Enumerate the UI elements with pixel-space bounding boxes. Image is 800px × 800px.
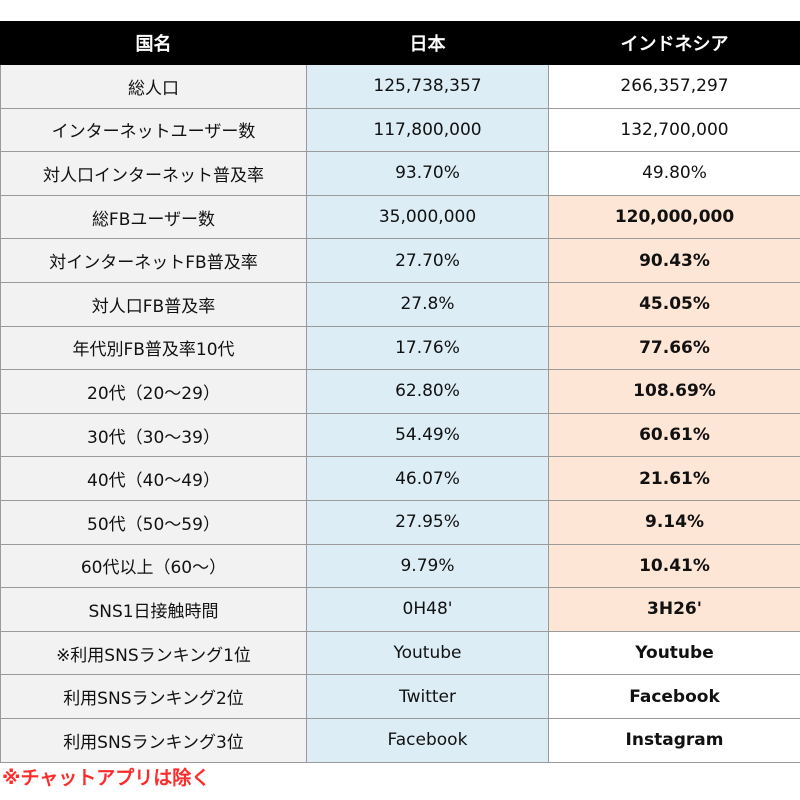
indonesia-value-highlighted: 45.05% [548,281,800,327]
row-label: 総人口 [0,64,307,109]
indonesia-value-highlighted: 108.69% [548,369,800,414]
row-label: ※利用SNSランキング1位 [0,630,307,676]
table-row: インターネットユーザー数 117,800,000 132,700,000 [0,107,800,153]
indonesia-value-highlighted: 10.41% [548,543,800,589]
row-label: 60代以上（60～） [0,543,307,589]
table-row: 30代（30～39） 54.49% 60.61% [0,412,800,458]
row-label: インターネットユーザー数 [0,107,307,153]
japan-value: 35,000,000 [306,194,549,240]
table-row: 60代以上（60～） 9.79% 10.41% [0,543,800,589]
japan-value: 27.8% [306,281,549,327]
header-indonesia: インドネシア [548,21,800,65]
indonesia-value-highlighted: 77.66% [548,325,800,371]
indonesia-value-highlighted: 120,000,000 [548,194,800,240]
table-row: ※利用SNSランキング1位 Youtube Youtube [0,630,800,676]
indonesia-value: Facebook [548,674,800,719]
japan-value: Youtube [306,630,549,676]
table-row: 50代（50～59） 27.95% 9.14% [0,499,800,545]
indonesia-value-highlighted: 90.43% [548,238,800,283]
japan-value: 125,738,357 [306,64,549,109]
japan-value: 27.70% [306,238,549,283]
row-label: 総FBユーザー数 [0,194,307,240]
table-row: 総FBユーザー数 35,000,000 120,000,000 [0,194,800,240]
japan-value: 54.49% [306,412,549,458]
header-japan: 日本 [306,21,549,65]
row-label: 年代別FB普及率10代 [0,325,307,371]
table-row: 20代（20～29） 62.80% 108.69% [0,369,800,414]
table-row: 対インターネットFB普及率 27.70% 90.43% [0,238,800,283]
japan-value: Facebook [306,717,549,763]
indonesia-value-highlighted: 60.61% [548,412,800,458]
table-row: 利用SNSランキング2位 Twitter Facebook [0,674,800,719]
table-row: 40代（40～49） 46.07% 21.61% [0,456,800,501]
comparison-table: 国名 日本 インドネシア 総人口 125,738,357 266,357,297… [0,21,800,763]
japan-value: 0H48' [306,587,549,632]
indonesia-value-highlighted: 21.61% [548,456,800,501]
indonesia-value: Youtube [548,630,800,676]
japan-value: 27.95% [306,499,549,545]
indonesia-value: Instagram [548,717,800,763]
japan-value: 17.76% [306,325,549,371]
indonesia-value: 132,700,000 [548,107,800,153]
japan-value: 46.07% [306,456,549,501]
row-label: SNS1日接触時間 [0,587,307,632]
japan-value: 117,800,000 [306,107,549,153]
header-country-name: 国名 [0,21,307,65]
row-label: 30代（30～39） [0,412,307,458]
table-header-row: 国名 日本 インドネシア [0,21,800,65]
row-label: 対人口FB普及率 [0,281,307,327]
row-label: 利用SNSランキング3位 [0,717,307,763]
table-row: 対人口FB普及率 27.8% 45.05% [0,281,800,327]
japan-value: 9.79% [306,543,549,589]
japan-value: Twitter [306,674,549,719]
table-row: 利用SNSランキング3位 Facebook Instagram [0,717,800,763]
japan-value: 93.70% [306,151,549,196]
indonesia-value: 49.80% [548,151,800,196]
table-row: 対人口インターネット普及率 93.70% 49.80% [0,151,800,196]
row-label: 20代（20～29） [0,369,307,414]
japan-value: 62.80% [306,369,549,414]
table-row: 年代別FB普及率10代 17.76% 77.66% [0,325,800,371]
table-row: SNS1日接触時間 0H48' 3H26' [0,587,800,632]
row-label: 利用SNSランキング2位 [0,674,307,719]
row-label: 40代（40～49） [0,456,307,501]
row-label: 対人口インターネット普及率 [0,151,307,196]
row-label: 50代（50～59） [0,499,307,545]
indonesia-value-highlighted: 9.14% [548,499,800,545]
indonesia-value-highlighted: 3H26' [548,587,800,632]
indonesia-value: 266,357,297 [548,64,800,109]
table-row: 総人口 125,738,357 266,357,297 [0,64,800,109]
footnote: ※チャットアプリは除く [2,767,211,789]
row-label: 対インターネットFB普及率 [0,238,307,283]
